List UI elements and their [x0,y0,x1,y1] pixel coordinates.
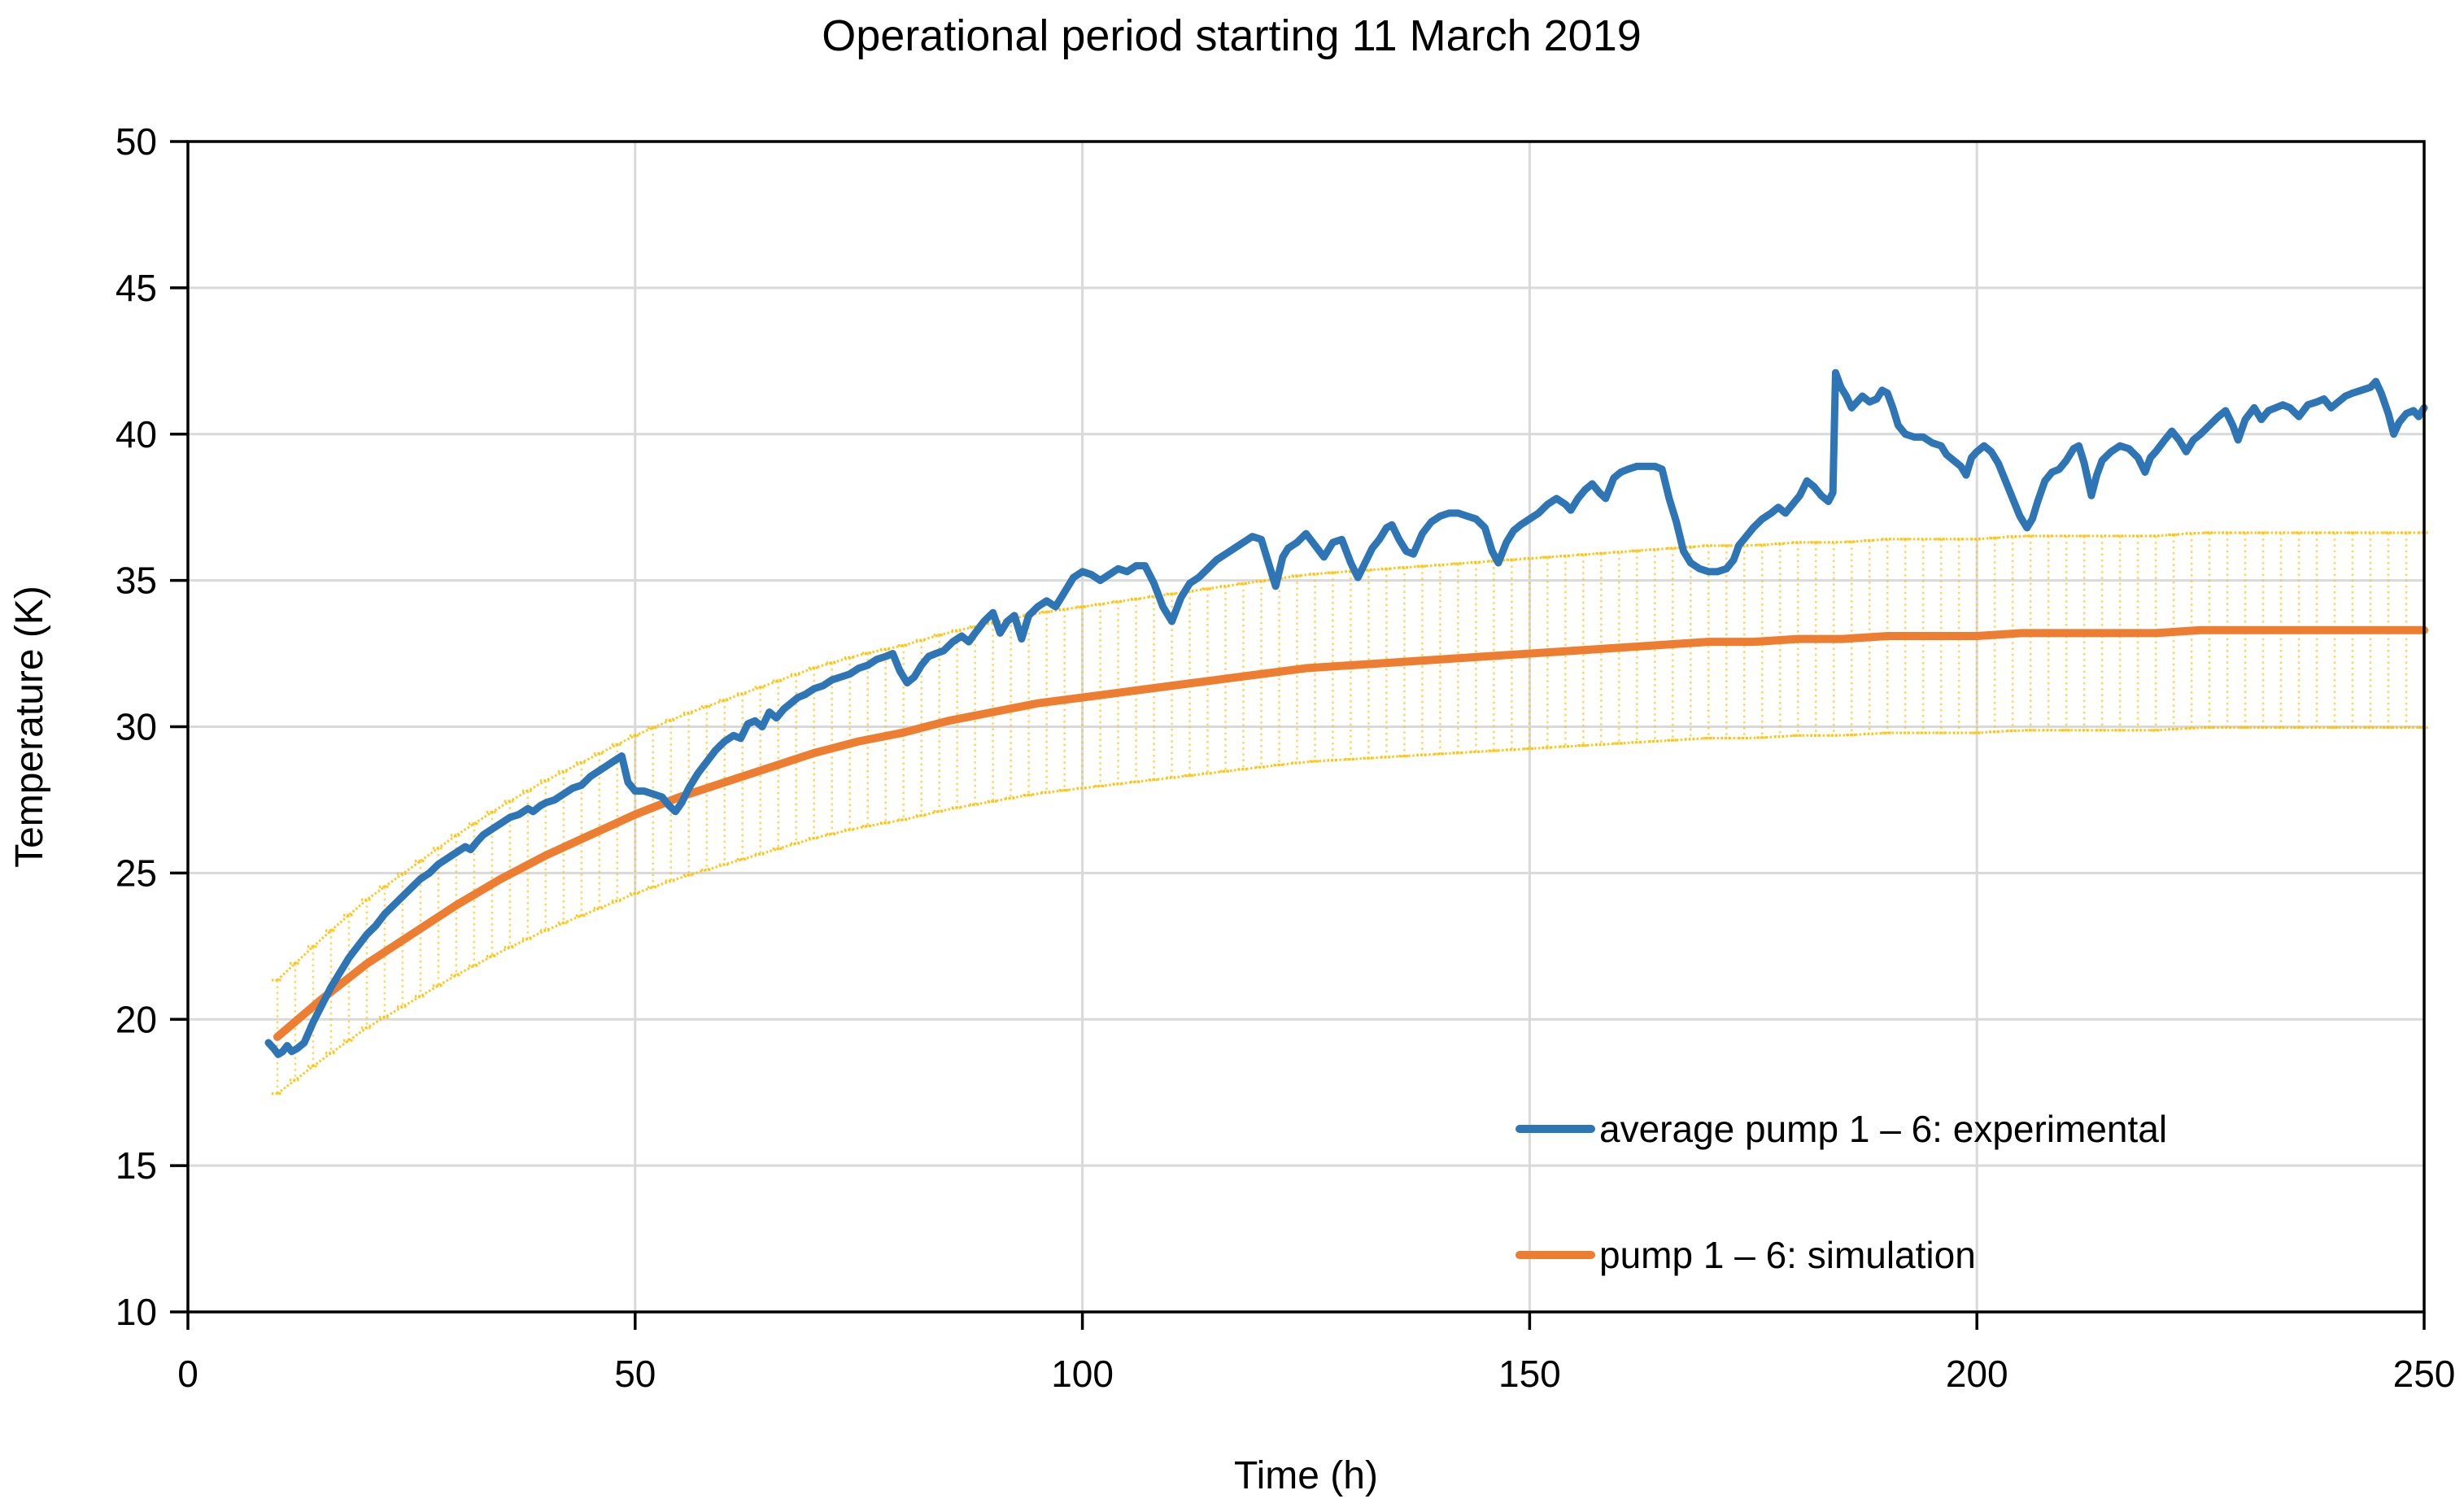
y-tick-label: 20 [116,998,157,1040]
error-band-lower-edge [277,726,2424,1095]
x-tick-label: 50 [614,1353,656,1395]
x-tick-label: 200 [1946,1353,2008,1395]
y-tick-label: 30 [116,706,157,748]
y-tick-label: 15 [116,1144,157,1187]
x-tick-label: 250 [2393,1353,2456,1395]
y-tick-label: 10 [116,1291,157,1333]
error-band-upper-edge [276,531,2424,982]
y-tick-label: 35 [116,560,157,602]
legend-entry-simulation: pump 1 – 6: simulation [1515,1234,1976,1276]
x-tick-label: 0 [177,1353,198,1395]
chart-title: Operational period starting 11 March 201… [822,11,1642,60]
x-axis-title: Time (h) [1234,1454,1378,1497]
legend-label: average pump 1 – 6: experimental [1599,1108,2167,1150]
simulation-error-bars [271,531,2430,1096]
legend-entry-experimental: average pump 1 – 6: experimental [1515,1108,2167,1150]
simulation-line [273,625,2428,1041]
y-tick-label: 45 [116,267,157,309]
x-tick-label: 100 [1051,1353,1114,1395]
x-tick-label: 150 [1498,1353,1561,1395]
experimental-line [264,368,2428,1058]
legend-label: pump 1 – 6: simulation [1599,1234,1976,1276]
y-tick-label: 40 [116,413,157,455]
y-axis-title: Temperature (K) [8,586,51,868]
y-tick-label: 25 [116,852,157,894]
y-tick-label: 50 [116,120,157,163]
